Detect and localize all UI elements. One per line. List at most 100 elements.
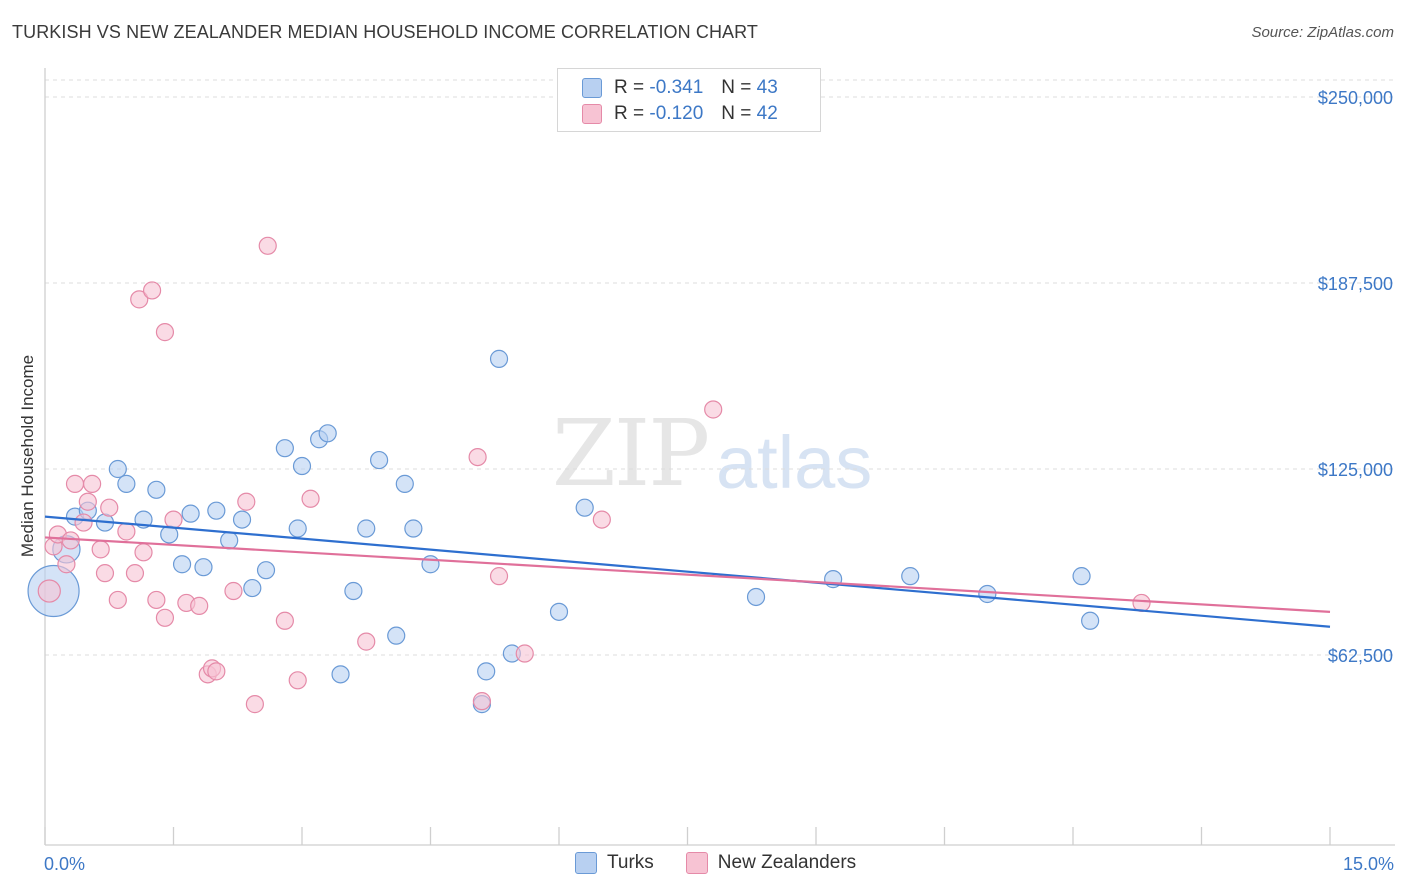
grid-lines: [45, 79, 1395, 656]
point-turks: [575, 498, 594, 517]
point-nz: [147, 590, 166, 610]
point-turks: [318, 424, 337, 443]
point-nz: [592, 510, 611, 529]
series-swatch-nz: [685, 852, 708, 874]
point-nz: [704, 400, 723, 419]
point-turks: [404, 519, 423, 538]
point-turks: [331, 665, 350, 684]
point-nz: [301, 489, 320, 508]
watermark-atlas: atlas: [716, 421, 873, 504]
legend-n-label: N =: [721, 77, 752, 98]
point-nz: [190, 596, 209, 615]
point-nz: [61, 531, 80, 550]
point-nz: [100, 498, 119, 517]
y-tick-label: $62,500: [1328, 646, 1393, 666]
point-nz: [117, 522, 136, 541]
point-nz: [108, 590, 127, 610]
point-turks: [344, 581, 363, 601]
point-turks: [421, 555, 440, 574]
point-nz: [237, 492, 256, 511]
y-tick-label: $250,000: [1318, 88, 1393, 108]
legend-r-value: -0.120: [649, 103, 704, 124]
trend-line-nz: [44, 536, 1331, 613]
point-turks: [108, 459, 127, 479]
point-nz: [245, 695, 264, 714]
point-turks: [243, 578, 262, 598]
y-axis-title: Median Household Income: [18, 355, 37, 557]
point-nz: [83, 474, 102, 493]
point-nz: [142, 281, 162, 300]
point-nz: [258, 236, 277, 255]
point-turks: [232, 510, 252, 529]
legend-swatch-nz: [582, 104, 602, 124]
point-turks: [549, 602, 569, 621]
legend-row-nz: R = -0.120 N = 42: [582, 102, 778, 126]
point-nz: [37, 579, 61, 603]
series-swatch-turks: [575, 852, 597, 874]
series-legend-nz[interactable]: New Zealanders: [685, 852, 856, 874]
point-nz: [207, 662, 226, 681]
point-nz: [125, 564, 145, 583]
legend-n-value: 43: [756, 77, 778, 98]
point-turks: [746, 587, 766, 607]
point-turks: [489, 349, 509, 368]
point-nz: [65, 474, 85, 493]
trend-lines: [44, 515, 1331, 628]
legend-row-turks: R = -0.341 N = 43: [582, 76, 778, 100]
axes: [44, 68, 1395, 846]
legend-n-value: 42: [756, 103, 778, 124]
legend-n-label: N =: [721, 103, 752, 124]
point-nz: [224, 581, 243, 601]
point-turks: [117, 474, 136, 493]
point-turks: [147, 480, 166, 499]
point-nz: [1132, 593, 1151, 613]
point-turks: [181, 504, 200, 523]
point-nz: [489, 567, 509, 586]
x-tick-label-max: 15.0%: [1343, 854, 1394, 874]
legend-swatch-turks: [582, 78, 602, 98]
x-tick-label-min: 0.0%: [44, 854, 85, 874]
point-turks: [275, 439, 294, 458]
point-nz: [155, 608, 175, 627]
scatter-points: [27, 236, 1151, 714]
axis-labels: $62,500 $125,000 $187,500 $250,000 0.0% 15.0%…: [18, 88, 1394, 874]
point-turks: [256, 561, 276, 580]
point-turks: [978, 584, 997, 604]
point-nz: [74, 513, 93, 532]
point-turks: [477, 662, 496, 681]
point-turks: [357, 519, 376, 538]
point-nz: [134, 543, 153, 562]
series-label-turks: Turks: [607, 852, 654, 873]
point-turks: [395, 474, 414, 493]
point-turks: [172, 555, 192, 574]
point-nz: [468, 447, 487, 467]
point-nz: [515, 644, 534, 663]
point-nz: [78, 492, 97, 511]
point-turks: [220, 531, 239, 550]
chart-source: Source: ZipAtlas.com: [1251, 24, 1394, 41]
legend-r-label: R =: [614, 77, 645, 98]
chart-title: TURKISH VS NEW ZEALANDER MEDIAN HOUSEHOL…: [12, 22, 759, 42]
point-turks: [370, 450, 389, 470]
point-nz: [95, 564, 115, 583]
point-nz: [288, 671, 307, 690]
point-turks: [901, 567, 920, 586]
point-nz: [155, 323, 175, 342]
y-tick-label: $187,500: [1318, 274, 1393, 294]
y-tick-label: $125,000: [1318, 460, 1393, 480]
point-turks: [194, 558, 213, 577]
point-nz: [472, 692, 491, 711]
watermark-zip: ZIP: [552, 400, 710, 507]
point-turks: [288, 519, 307, 538]
correlation-legend: R = -0.341 N = 43 R = -0.120 N = 42: [557, 68, 821, 132]
point-turks: [292, 456, 312, 476]
point-nz: [91, 540, 110, 559]
point-turks: [387, 626, 406, 645]
point-nz: [164, 510, 183, 529]
point-nz: [57, 555, 76, 574]
point-nz: [357, 632, 376, 651]
point-turks: [1072, 567, 1091, 586]
point-turks: [207, 501, 226, 520]
point-nz: [130, 290, 149, 309]
series-legend-turks[interactable]: Turks: [575, 852, 654, 874]
